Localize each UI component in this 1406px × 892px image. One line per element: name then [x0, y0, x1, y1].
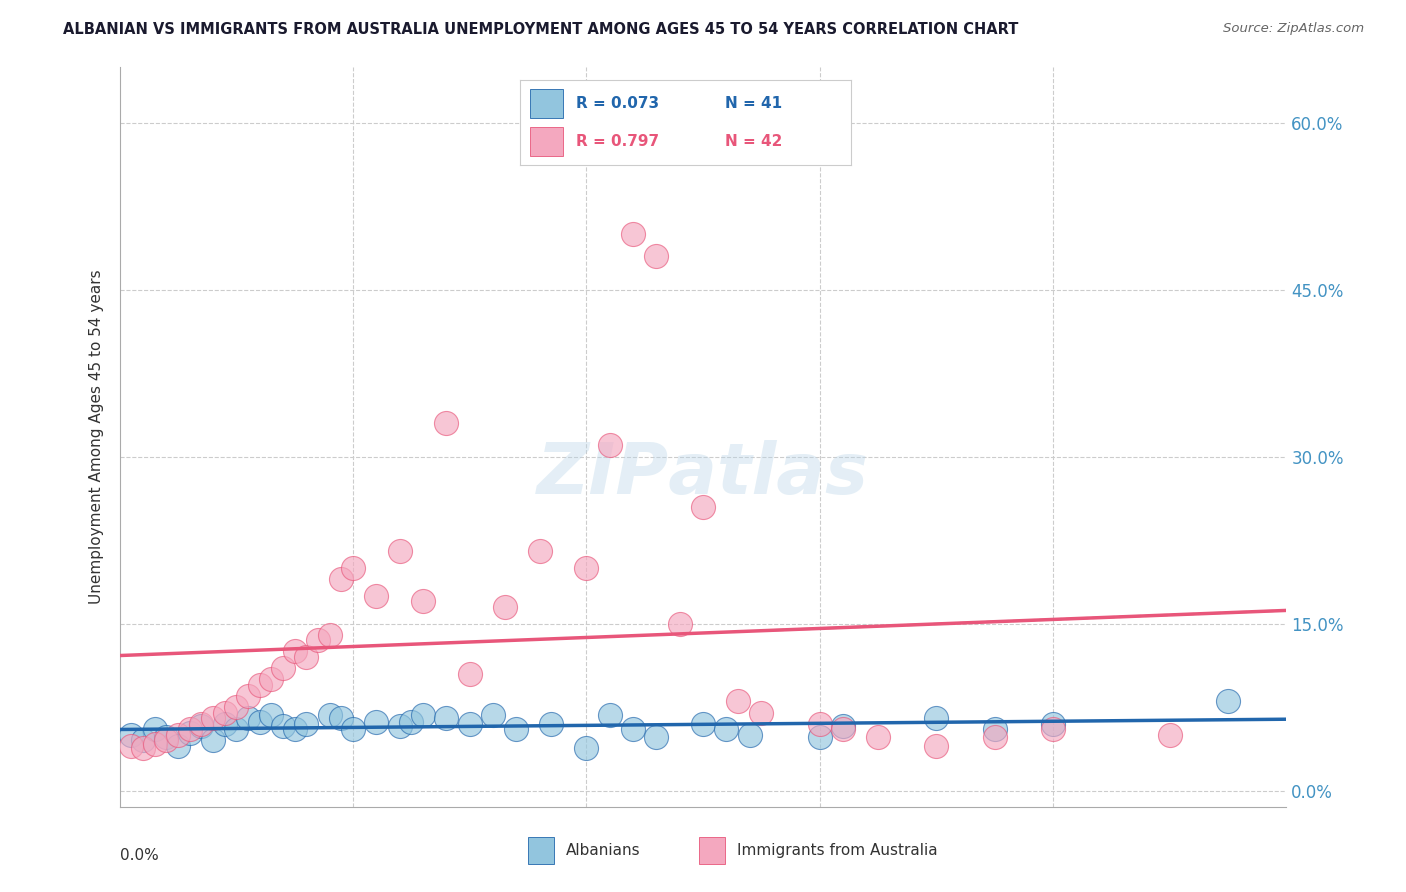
Point	[751, 706, 773, 720]
Point	[249, 714, 271, 729]
Point	[434, 416, 457, 430]
Point	[808, 730, 831, 744]
Text: N = 42: N = 42	[725, 134, 783, 149]
Bar	[699, 837, 725, 863]
Point	[716, 723, 738, 737]
Text: ALBANIAN VS IMMIGRANTS FROM AUSTRALIA UNEMPLOYMENT AMONG AGES 45 TO 54 YEARS COR: ALBANIAN VS IMMIGRANTS FROM AUSTRALIA UN…	[63, 22, 1018, 37]
Point	[260, 707, 283, 722]
Point	[271, 719, 294, 733]
Text: ZIP​atlas: ZIP​atlas	[537, 440, 869, 508]
Point	[201, 733, 224, 747]
Point	[295, 650, 318, 665]
Point	[434, 711, 457, 725]
Point	[330, 711, 353, 725]
Point	[575, 741, 598, 756]
Point	[1159, 728, 1181, 742]
Point	[283, 723, 307, 737]
Point	[190, 716, 212, 731]
Point	[412, 707, 434, 722]
Point	[132, 741, 155, 756]
Point	[236, 689, 259, 703]
Point	[738, 728, 761, 742]
Point	[832, 719, 855, 733]
Point	[458, 666, 481, 681]
Point	[166, 739, 188, 753]
Text: R = 0.073: R = 0.073	[576, 95, 659, 111]
Point	[599, 438, 621, 452]
Point	[155, 733, 177, 747]
Point	[983, 723, 1005, 737]
Point	[925, 711, 948, 725]
Point	[179, 723, 201, 737]
Text: R = 0.797: R = 0.797	[576, 134, 659, 149]
Point	[458, 716, 481, 731]
Bar	[530, 127, 564, 156]
Point	[494, 599, 516, 614]
Point	[866, 730, 890, 744]
Point	[388, 719, 411, 733]
Point	[342, 561, 364, 575]
Point	[529, 544, 551, 558]
Point	[621, 723, 644, 737]
Point	[318, 707, 340, 722]
Point	[236, 711, 259, 725]
Point	[1042, 723, 1064, 737]
Point	[645, 249, 668, 263]
Point	[505, 723, 527, 737]
Point	[260, 672, 283, 686]
Point	[401, 714, 423, 729]
Point	[143, 737, 166, 751]
Point	[155, 730, 177, 744]
Point	[832, 723, 855, 737]
Point	[166, 728, 188, 742]
Point	[342, 723, 364, 737]
Text: Source: ZipAtlas.com: Source: ZipAtlas.com	[1223, 22, 1364, 36]
Point	[1216, 694, 1240, 708]
Point	[925, 739, 948, 753]
Point	[249, 678, 271, 692]
Text: Albanians: Albanians	[565, 843, 640, 857]
Text: 0.0%: 0.0%	[120, 848, 159, 863]
Point	[179, 725, 201, 739]
Y-axis label: Unemployment Among Ages 45 to 54 years: Unemployment Among Ages 45 to 54 years	[89, 269, 104, 605]
Point	[1042, 716, 1064, 731]
Point	[692, 500, 714, 514]
Point	[645, 730, 668, 744]
Point	[412, 594, 434, 608]
Point	[808, 716, 831, 731]
Point	[540, 716, 562, 731]
Point	[482, 707, 505, 722]
Point	[388, 544, 411, 558]
Point	[621, 227, 644, 241]
Bar	[530, 89, 564, 118]
Point	[575, 561, 598, 575]
Point	[143, 723, 166, 737]
Text: Immigrants from Australia: Immigrants from Australia	[737, 843, 938, 857]
Point	[120, 739, 142, 753]
Point	[599, 707, 621, 722]
Point	[283, 644, 307, 658]
Point	[330, 572, 353, 586]
Point	[366, 589, 388, 603]
Bar	[527, 837, 554, 863]
Point	[307, 633, 329, 648]
Point	[271, 661, 294, 675]
Point	[190, 719, 212, 733]
Point	[225, 700, 247, 714]
Text: N = 41: N = 41	[725, 95, 782, 111]
Point	[983, 730, 1005, 744]
Point	[120, 728, 142, 742]
Point	[668, 616, 690, 631]
Point	[201, 711, 224, 725]
Point	[214, 706, 236, 720]
Point	[225, 723, 247, 737]
Point	[214, 716, 236, 731]
Point	[295, 716, 318, 731]
Point	[366, 714, 388, 729]
Point	[692, 716, 714, 731]
Point	[132, 733, 155, 747]
Point	[727, 694, 749, 708]
Point	[318, 628, 340, 642]
